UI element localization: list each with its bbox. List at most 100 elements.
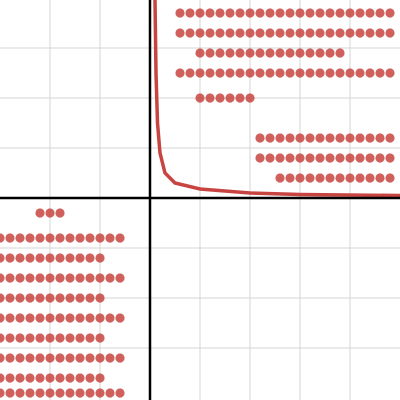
point xyxy=(335,8,345,18)
point xyxy=(225,68,235,78)
point xyxy=(55,388,65,398)
point xyxy=(255,68,265,78)
point xyxy=(285,8,295,18)
point xyxy=(75,333,85,343)
point xyxy=(205,28,215,38)
point xyxy=(5,373,15,383)
point xyxy=(315,8,325,18)
point xyxy=(25,388,35,398)
point xyxy=(15,353,25,363)
point xyxy=(275,133,285,143)
point xyxy=(95,273,105,283)
point xyxy=(285,28,295,38)
point xyxy=(205,8,215,18)
point xyxy=(55,208,65,218)
curve xyxy=(153,0,400,198)
point xyxy=(75,233,85,243)
point xyxy=(175,68,185,78)
point xyxy=(85,233,95,243)
point xyxy=(375,153,385,163)
point xyxy=(385,68,395,78)
point xyxy=(55,353,65,363)
point xyxy=(345,133,355,143)
point xyxy=(325,153,335,163)
point xyxy=(315,48,325,58)
point xyxy=(295,153,305,163)
point xyxy=(195,93,205,103)
point xyxy=(35,293,45,303)
point xyxy=(55,233,65,243)
point xyxy=(75,253,85,263)
point xyxy=(95,373,105,383)
point xyxy=(15,388,25,398)
point xyxy=(35,388,45,398)
point xyxy=(115,313,125,323)
point xyxy=(375,173,385,183)
point xyxy=(255,28,265,38)
point xyxy=(55,333,65,343)
point xyxy=(85,373,95,383)
point xyxy=(355,8,365,18)
point xyxy=(215,68,225,78)
point xyxy=(245,68,255,78)
point xyxy=(85,388,95,398)
point xyxy=(275,68,285,78)
point xyxy=(15,373,25,383)
point xyxy=(365,8,375,18)
point xyxy=(95,293,105,303)
point xyxy=(365,28,375,38)
point xyxy=(305,133,315,143)
point xyxy=(355,153,365,163)
point xyxy=(225,93,235,103)
point xyxy=(325,28,335,38)
point xyxy=(285,153,295,163)
point xyxy=(355,173,365,183)
point xyxy=(275,8,285,18)
point xyxy=(0,373,5,383)
point xyxy=(315,153,325,163)
point xyxy=(195,68,205,78)
point xyxy=(25,333,35,343)
point xyxy=(95,313,105,323)
point xyxy=(25,353,35,363)
point xyxy=(75,273,85,283)
point xyxy=(235,68,245,78)
point xyxy=(325,173,335,183)
point xyxy=(315,133,325,143)
point xyxy=(95,333,105,343)
point xyxy=(385,133,395,143)
point xyxy=(355,28,365,38)
point xyxy=(295,68,305,78)
point xyxy=(5,233,15,243)
point xyxy=(235,28,245,38)
point xyxy=(25,313,35,323)
point xyxy=(35,333,45,343)
point xyxy=(225,48,235,58)
point xyxy=(245,93,255,103)
point xyxy=(375,133,385,143)
point xyxy=(365,173,375,183)
point xyxy=(265,48,275,58)
point xyxy=(295,48,305,58)
point xyxy=(295,8,305,18)
point xyxy=(25,253,35,263)
point xyxy=(115,233,125,243)
point xyxy=(225,28,235,38)
point xyxy=(305,48,315,58)
point xyxy=(375,28,385,38)
point xyxy=(265,8,275,18)
point xyxy=(385,153,395,163)
point xyxy=(105,353,115,363)
point xyxy=(365,68,375,78)
point xyxy=(335,68,345,78)
point xyxy=(225,8,235,18)
point xyxy=(315,173,325,183)
point xyxy=(65,293,75,303)
point xyxy=(325,48,335,58)
point xyxy=(0,253,5,263)
point xyxy=(385,173,395,183)
point xyxy=(305,8,315,18)
point xyxy=(35,373,45,383)
point xyxy=(255,48,265,58)
